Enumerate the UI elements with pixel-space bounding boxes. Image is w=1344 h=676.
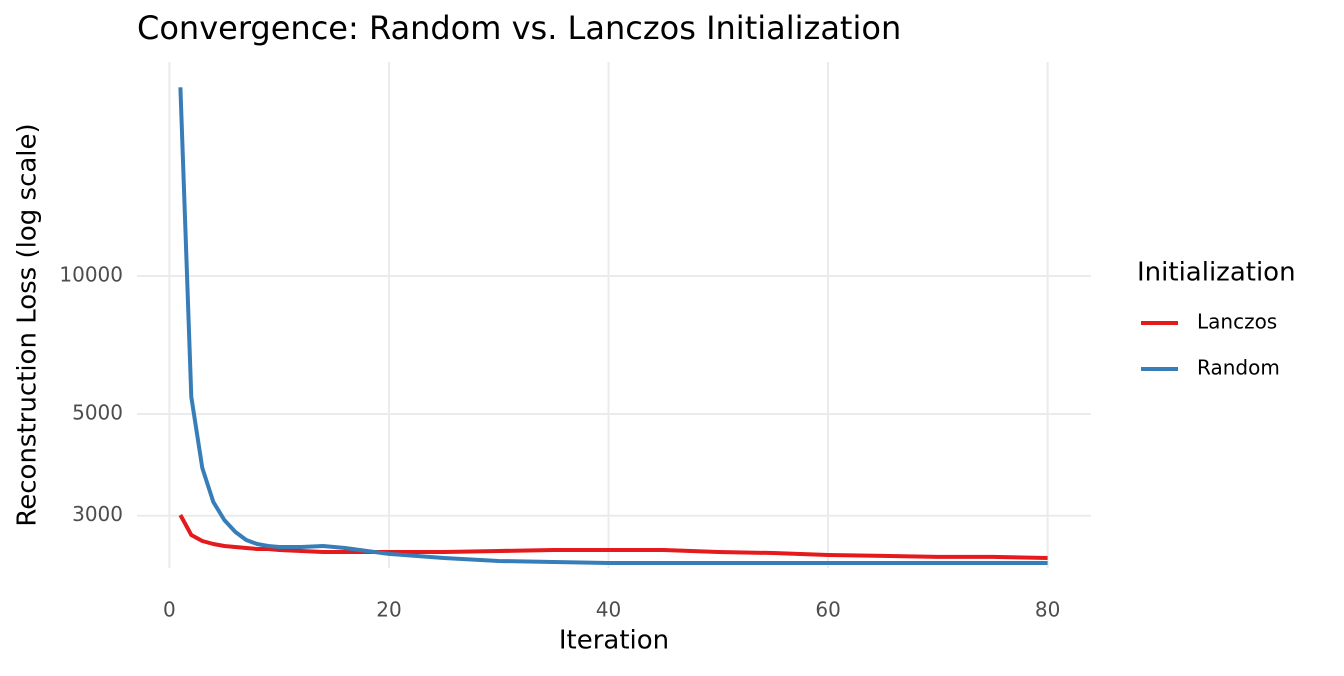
chart-title: Convergence: Random vs. Lanczos Initiali… <box>137 9 901 47</box>
y-tick-label: 5000 <box>72 400 123 424</box>
legend-label: Lanczos <box>1197 310 1277 334</box>
line <box>178 514 1048 560</box>
y-tick-label: 3000 <box>72 502 123 526</box>
x-tick-label: 80 <box>1035 598 1060 622</box>
x-tick-label: 60 <box>815 598 840 622</box>
legend-title: Initialization <box>1137 258 1296 288</box>
x-tick-label: 20 <box>376 598 401 622</box>
legend-label: Random <box>1197 356 1280 380</box>
x-axis-label: Iteration <box>559 626 669 656</box>
y-axis-label: Reconstruction Loss (log scale) <box>13 123 43 526</box>
y-tick-label: 10000 <box>59 262 123 286</box>
x-tick-label: 40 <box>596 598 621 622</box>
x-tick-label: 0 <box>163 598 176 622</box>
line <box>178 87 1048 565</box>
